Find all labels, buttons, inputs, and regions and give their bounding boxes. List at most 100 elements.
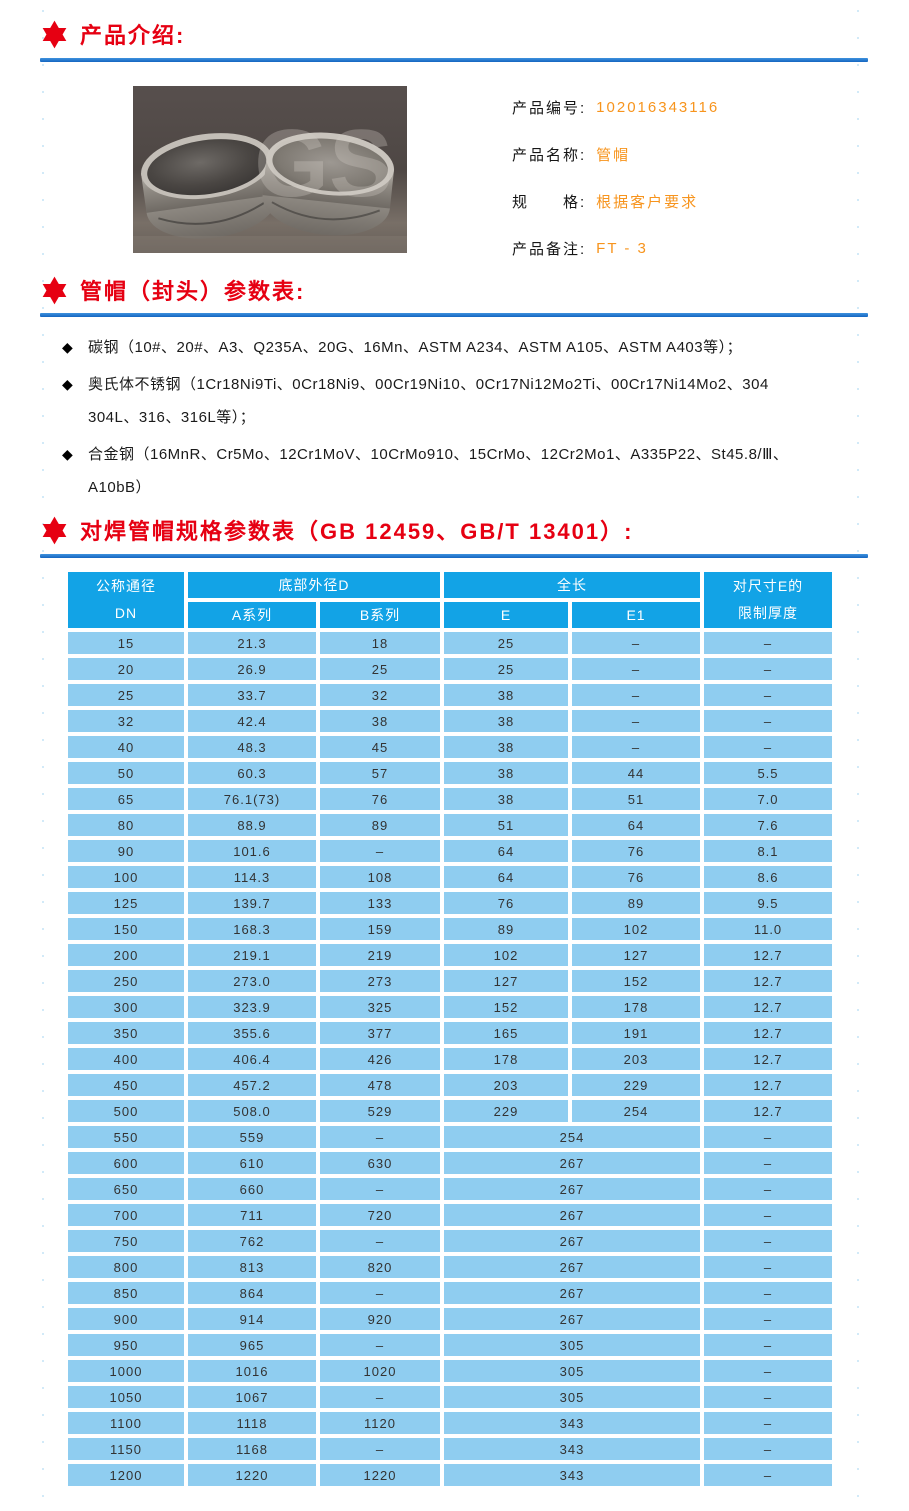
table-cell: 610	[188, 1152, 316, 1174]
table-cell: –	[320, 840, 440, 862]
table-cell: 20	[68, 658, 184, 680]
table-cell: –	[572, 684, 700, 706]
table-cell: 38	[444, 788, 568, 810]
field-label: 产品名称:	[512, 147, 587, 164]
table-cell: 900	[68, 1308, 184, 1330]
table-cell: 750	[68, 1230, 184, 1252]
table-cell: 813	[188, 1256, 316, 1278]
table-cell: 89	[444, 918, 568, 940]
table-cell: 12.7	[704, 944, 832, 966]
table-cell: 914	[188, 1308, 316, 1330]
table-cell: 267	[444, 1204, 700, 1226]
table-cell: 12.7	[704, 1022, 832, 1044]
table-cell: 57	[320, 762, 440, 784]
table-row: 20 26.9 25 25– –	[68, 658, 832, 680]
table-cell: –	[704, 632, 832, 654]
table-cell: 21.3	[188, 632, 316, 654]
table-cell: 7.6	[704, 814, 832, 836]
table-cell: 850	[68, 1282, 184, 1304]
table-cell: 965	[188, 1334, 316, 1356]
header-cell-e: E	[444, 602, 568, 628]
table-cell: 15	[68, 632, 184, 654]
table-cell: 8.1	[704, 840, 832, 862]
table-cell: 40	[68, 736, 184, 758]
diamond-bullet-icon: ◆	[62, 446, 74, 462]
table-cell: 254	[444, 1126, 700, 1148]
table-row: 40 48.3 45 38– –	[68, 736, 832, 758]
right-dotted-rule	[857, 10, 859, 1511]
table-cell: 90	[68, 840, 184, 862]
header-cell-thickness-limit: 对尺寸E的 限制厚度	[704, 572, 832, 628]
spec-section-title: 对焊管帽规格参数表（GB 12459、GB/T 13401）:	[80, 519, 634, 544]
table-cell: –	[320, 1438, 440, 1460]
table-cell: 165	[444, 1022, 568, 1044]
table-cell: 1000	[68, 1360, 184, 1382]
table-cell: 133	[320, 892, 440, 914]
table-cell: 178	[444, 1048, 568, 1070]
field-label: 规 格:	[512, 194, 587, 211]
params-divider-rule	[40, 313, 868, 317]
table-cell: 203	[572, 1048, 700, 1070]
spec-section-header: 对焊管帽规格参数表（GB 12459、GB/T 13401）:	[40, 514, 633, 546]
table-cell: 1100	[68, 1412, 184, 1434]
table-cell: –	[704, 1360, 832, 1382]
params-section-title: 管帽（封头）参数表:	[80, 279, 306, 304]
table-row: 500 508.0 529 229 254 12.7	[68, 1100, 832, 1122]
table-cell: 25	[444, 658, 568, 680]
intro-section-title: 产品介绍:	[80, 23, 186, 48]
material-line: A10bB）	[88, 479, 152, 496]
table-cell: 127	[572, 944, 700, 966]
table-cell: 51	[572, 788, 700, 810]
table-row: 450 457.2 478 203 229 12.7	[68, 1074, 832, 1096]
materials-list: ◆ 碳钢（10#、20#、A3、Q235A、20G、16Mn、ASTM A234…	[62, 331, 872, 508]
table-row: 100 114.3 108 64 76 8.6	[68, 866, 832, 888]
table-cell: 700	[68, 1204, 184, 1226]
table-cell: 920	[320, 1308, 440, 1330]
table-cell: 152	[572, 970, 700, 992]
table-cell: 300	[68, 996, 184, 1018]
table-cell: 267	[444, 1230, 700, 1252]
table-row: 200 219.1 219 102 127 12.7	[68, 944, 832, 966]
star-icon	[42, 516, 67, 544]
params-section-header: 管帽（封头）参数表:	[40, 274, 305, 306]
table-row: 15 21.3 18 25– –	[68, 632, 832, 654]
table-cell: 38	[444, 684, 568, 706]
photo-watermark: GS	[254, 110, 393, 217]
table-cell: 267	[444, 1308, 700, 1330]
table-row: 32 42.4 38 38– –	[68, 710, 832, 732]
table-cell: 150	[68, 918, 184, 940]
table-cell: 229	[444, 1100, 568, 1122]
table-cell: 273	[320, 970, 440, 992]
header-cell-bottom-diameter: 底部外径D	[188, 572, 440, 598]
table-cell: 45	[320, 736, 440, 758]
table-row: 250 273.0 273 127 152 12.7	[68, 970, 832, 992]
spec-divider-rule	[40, 554, 868, 558]
table-row: 25 33.7 32 38– –	[68, 684, 832, 706]
table-cell: –	[572, 658, 700, 680]
table-cell: 529	[320, 1100, 440, 1122]
table-cell: –	[704, 736, 832, 758]
table-cell: 8.6	[704, 866, 832, 888]
table-row: 1200 1220 1220 343–	[68, 1464, 832, 1486]
table-cell: 108	[320, 866, 440, 888]
table-cell: 600	[68, 1152, 184, 1174]
table-row: 700 711 720 267–	[68, 1204, 832, 1226]
star-icon	[42, 20, 67, 48]
table-row: 650 660–267–	[68, 1178, 832, 1200]
table-cell: –	[572, 736, 700, 758]
table-cell: –	[320, 1126, 440, 1148]
table-cell: 25	[68, 684, 184, 706]
product-field-row: 规 格: 根据客户要求	[512, 178, 719, 225]
table-cell: –	[320, 1334, 440, 1356]
table-cell: –	[572, 710, 700, 732]
table-cell: 450	[68, 1074, 184, 1096]
field-label: 产品备注:	[512, 241, 587, 258]
intro-section-header: 产品介绍:	[40, 18, 185, 50]
table-cell: 1168	[188, 1438, 316, 1460]
header-cell-e1: E1	[572, 602, 700, 628]
table-cell: 102	[572, 918, 700, 940]
left-dotted-rule	[42, 10, 44, 1511]
table-cell: 800	[68, 1256, 184, 1278]
table-cell: 219	[320, 944, 440, 966]
